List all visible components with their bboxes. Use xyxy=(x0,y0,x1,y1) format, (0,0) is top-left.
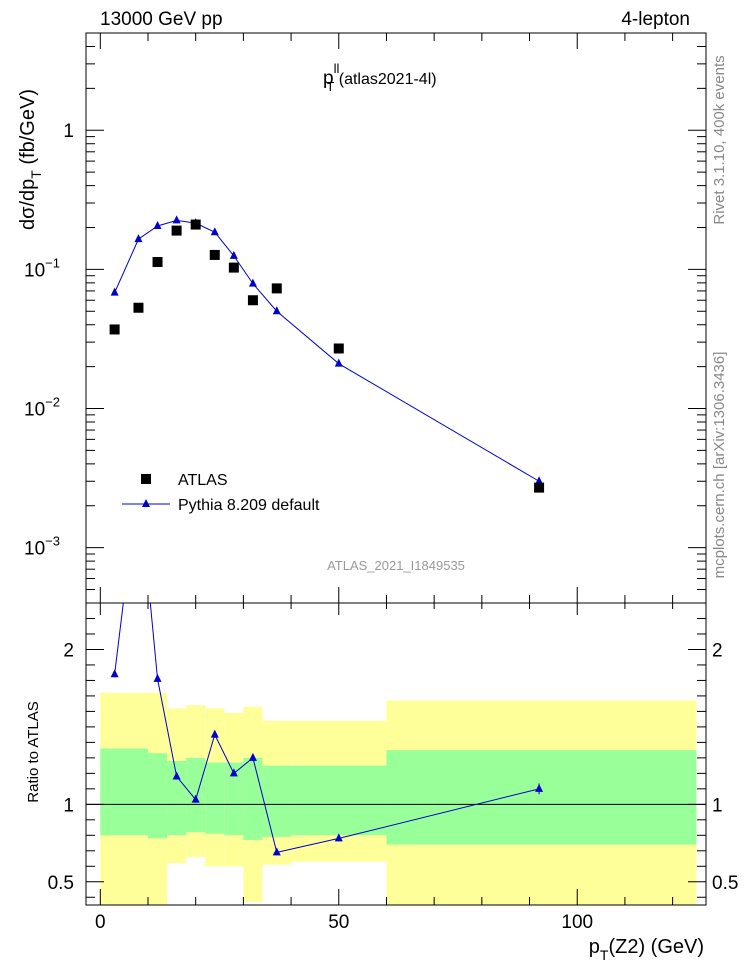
ratio-pythia-point xyxy=(153,673,162,682)
main-y-tick-label: 10−2 xyxy=(24,395,60,421)
x-tick-label: 100 xyxy=(561,912,593,933)
ratio-inner-band xyxy=(243,757,263,840)
ratio-inner-band xyxy=(386,750,697,845)
atlas-point xyxy=(228,262,239,273)
legend-atlas-marker xyxy=(141,474,151,484)
ratio-inner-band xyxy=(100,748,148,836)
source-label: mcplots.cern.ch [arXiv:1306.3436] xyxy=(711,352,728,579)
ratio-inner-band xyxy=(291,765,387,836)
x-axis-label: pT(Z2) (GeV) xyxy=(589,936,704,963)
legend-pythia-label: Pythia 8.209 default xyxy=(178,497,320,514)
atlas-point xyxy=(152,256,163,267)
ratio-pythia-point xyxy=(248,752,257,761)
atlas-point xyxy=(190,219,201,230)
ratio-panel: 0.5 0.5 1 1 2 2 0 50 100 Ratio to ATLAS pT(Z2) … xyxy=(25,602,738,963)
atlas-point xyxy=(133,302,144,313)
main-x-ticks xyxy=(99,33,674,603)
atlas-point xyxy=(171,225,182,236)
ratio-pythia-point xyxy=(172,771,181,780)
legend-atlas-label: ATLAS xyxy=(178,472,228,489)
ratio-y-tick-label-right: 2 xyxy=(712,640,723,661)
ratio-y-ticks: 0.5 0.5 1 1 2 2 xyxy=(48,617,738,898)
main-plot-frame xyxy=(85,32,707,604)
header-channel: 4-lepton xyxy=(621,9,690,30)
ratio-pythia-point xyxy=(110,669,119,678)
main-y-tick-label: 10−1 xyxy=(24,255,60,281)
main-data xyxy=(109,215,545,493)
ratio-y-tick-label-right: 0.5 xyxy=(712,873,738,894)
ratio-bands xyxy=(86,692,706,905)
pythia-point xyxy=(153,221,162,230)
ratio-plot-frame xyxy=(85,602,707,906)
legend: ATLAS Pythia 8.209 default xyxy=(122,472,320,514)
pythia-point xyxy=(210,227,219,236)
ratio-inner-band xyxy=(262,765,292,837)
ratio-pythia-point xyxy=(191,794,200,803)
pythia-point xyxy=(248,278,257,287)
ratio-y-label: Ratio to ATLAS xyxy=(25,701,42,802)
atlas-point xyxy=(247,295,258,306)
pythia-point xyxy=(134,234,143,243)
analysis-label: ATLAS_2021_I1849535 xyxy=(327,558,465,573)
pythia-point xyxy=(535,476,544,485)
main-y-tick-label: 1 xyxy=(63,121,74,142)
atlas-point xyxy=(209,249,220,260)
ratio-y-tick-label: 0.5 xyxy=(48,873,74,894)
atlas-point xyxy=(333,343,344,354)
atlas-point xyxy=(534,482,545,493)
ratio-x-ticks: 0 50 100 xyxy=(95,603,674,933)
atlas-point xyxy=(109,324,120,335)
pythia-point xyxy=(272,306,281,315)
ratio-pythia-point xyxy=(229,768,238,777)
pythia-point xyxy=(172,215,181,224)
ratio-pythia-point xyxy=(210,729,219,738)
ratio-inner-band xyxy=(148,753,168,839)
legend-pythia-marker xyxy=(142,499,150,507)
pythia-point xyxy=(110,287,119,296)
ratio-inner-band xyxy=(205,762,225,834)
header-energy: 13000 GeV pp xyxy=(100,9,223,30)
ratio-pythia-point xyxy=(535,783,544,792)
main-y-ticks: 1 10−1 10−2 10−3 xyxy=(24,32,706,604)
atlas-point xyxy=(271,283,282,294)
pythia-point xyxy=(334,358,343,367)
ratio-pythia-point xyxy=(272,847,281,856)
ratio-inner-band xyxy=(167,760,187,836)
plot-title: pll T (atlas2021-4l) xyxy=(323,61,437,94)
ratio-y-tick-label: 2 xyxy=(63,640,74,661)
x-tick-label: 0 xyxy=(95,912,106,933)
ratio-y-tick-label: 1 xyxy=(63,795,74,816)
pythia-point xyxy=(229,250,238,259)
ratio-y-tick-label-right: 1 xyxy=(712,795,723,816)
x-tick-label: 50 xyxy=(328,912,349,933)
rivet-label: Rivet 3.1.10, 400k events xyxy=(711,55,728,224)
ratio-pythia-point xyxy=(334,833,343,842)
main-panel: 1 10−1 10−2 10−3 pll T (atlas2021-4l) dσ/dpT… xyxy=(17,32,707,604)
ratio-data xyxy=(110,603,544,856)
main-y-tick-label: 10−3 xyxy=(24,534,60,560)
main-y-label: dσ/dpT (fb/GeV) xyxy=(17,89,44,230)
ratio-inner-band xyxy=(224,762,244,836)
